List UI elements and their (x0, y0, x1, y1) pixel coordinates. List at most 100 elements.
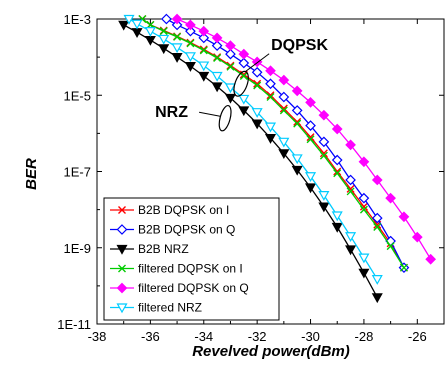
data-point (198, 61, 210, 72)
data-point (278, 74, 290, 86)
data-point (213, 53, 222, 62)
data-point (385, 192, 396, 204)
legend-entry: B2B DQPSK on I (110, 203, 229, 217)
data-point (251, 108, 263, 118)
data-point (333, 169, 342, 178)
legend-label: B2B DQPSK on Q (138, 223, 235, 237)
data-point (345, 245, 357, 256)
data-point (224, 93, 236, 104)
series-4 (138, 15, 408, 272)
data-point (171, 19, 183, 31)
series-6 (123, 14, 383, 285)
legend-entry: B2B NRZ (110, 242, 189, 256)
data-point (293, 119, 302, 128)
data-point (238, 94, 250, 105)
data-point (346, 187, 355, 196)
series-5 (171, 13, 437, 265)
data-point (319, 151, 328, 160)
legend-entry: B2B DQPSK on Q (110, 223, 235, 237)
data-point (265, 78, 276, 90)
data-point (305, 172, 317, 182)
x-tick-label: -28 (355, 329, 374, 344)
data-point (161, 13, 172, 25)
data-point (225, 48, 236, 60)
y-axis-label: BER (23, 158, 40, 190)
data-point (224, 83, 236, 94)
data-point (184, 52, 196, 63)
data-point (345, 174, 356, 186)
data-point (291, 154, 303, 165)
series-2 (161, 13, 410, 274)
data-point (359, 202, 368, 211)
data-point (123, 14, 135, 25)
annotations: DQPSK NRZ (155, 37, 328, 132)
legend-entry: filtered DQPSK on Q (110, 281, 249, 295)
data-point (306, 133, 315, 142)
data-point (238, 48, 250, 60)
legend-label: filtered DQPSK on Q (138, 281, 249, 295)
nrz-label: NRZ (155, 104, 188, 121)
data-point (158, 44, 170, 55)
x-tick-label: -38 (88, 329, 107, 344)
data-point (358, 156, 370, 168)
data-point (158, 34, 170, 45)
dqpsk-label: DQPSK (271, 37, 328, 54)
series-3 (118, 20, 383, 304)
data-point (225, 40, 236, 51)
legend-entry: filtered DQPSK on I (110, 262, 243, 276)
data-point (279, 104, 288, 113)
data-point (185, 19, 196, 31)
data-point (398, 211, 410, 223)
data-point (386, 242, 395, 251)
series-layer (118, 13, 437, 304)
data-point (198, 71, 210, 82)
data-point (264, 134, 277, 144)
data-point (185, 25, 196, 37)
x-tick-label: -32 (248, 329, 267, 344)
data-point (173, 32, 182, 41)
x-tick-label: -30 (301, 329, 320, 344)
data-point (186, 39, 195, 48)
data-point (253, 81, 262, 90)
data-point (358, 192, 370, 204)
data-point (371, 275, 383, 285)
data-point (331, 123, 343, 135)
data-point (116, 282, 128, 294)
data-point (346, 184, 355, 193)
data-point (184, 62, 196, 72)
data-point (359, 205, 368, 214)
x-tick-label: -34 (194, 329, 213, 344)
legend-entry: filtered NRZ (110, 301, 202, 315)
data-point (411, 231, 423, 243)
data-point (116, 303, 128, 314)
data-point (159, 27, 168, 36)
data-point (226, 62, 235, 71)
x-tick-label: -26 (408, 329, 427, 344)
data-point (318, 109, 330, 121)
data-point (251, 119, 263, 130)
data-point (118, 264, 126, 273)
data-point (371, 174, 383, 186)
data-point (331, 154, 343, 166)
data-point (198, 25, 210, 37)
data-point (171, 53, 183, 63)
data-point (318, 202, 330, 213)
nrz-leader (199, 111, 221, 117)
y-tick-label: 1E-11 (57, 317, 91, 332)
legend-label: B2B DQPSK on I (138, 203, 229, 217)
data-point (266, 91, 275, 100)
data-point (318, 136, 330, 148)
nrz-ellipse (218, 104, 232, 132)
data-point (266, 92, 275, 101)
legend-label: B2B NRZ (138, 242, 189, 256)
data-point (118, 20, 130, 31)
y-tick-label: 1E-3 (64, 12, 91, 27)
data-point (278, 149, 290, 160)
data-point (305, 183, 317, 194)
y-tick-label: 1E-9 (64, 241, 91, 256)
data-point (251, 66, 263, 78)
data-point (305, 97, 316, 108)
legend-label: filtered DQPSK on I (138, 262, 243, 276)
dqpsk-leader (244, 53, 270, 73)
